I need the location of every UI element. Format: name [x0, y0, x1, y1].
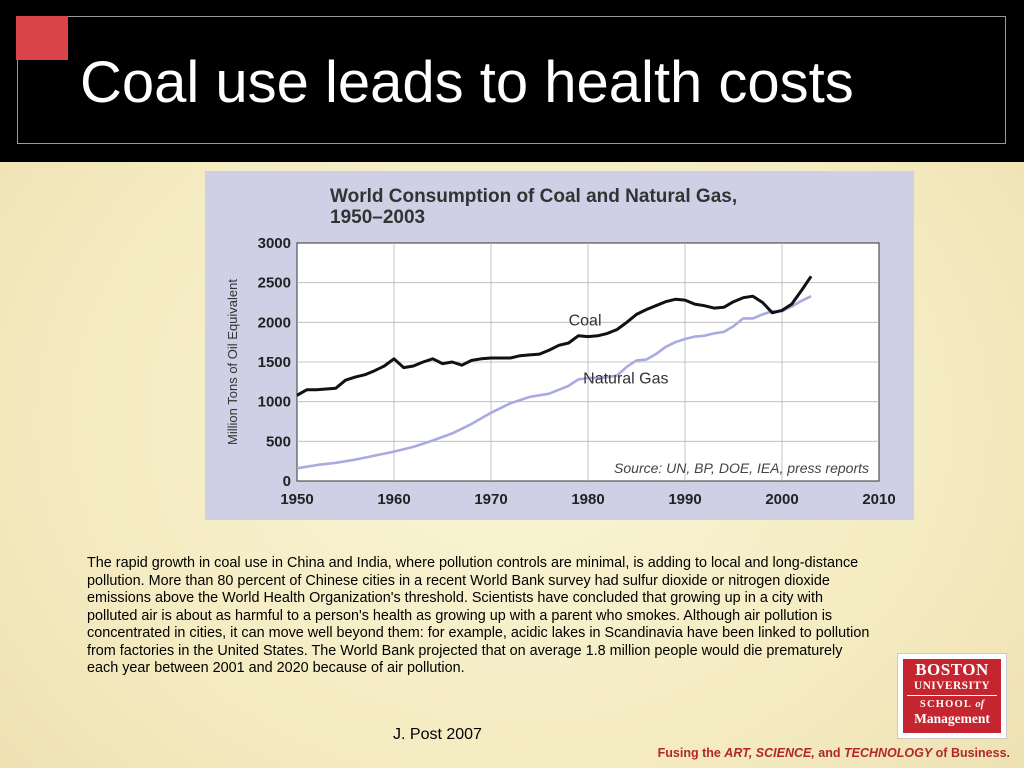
tagline: Fusing the ART, SCIENCE, and TECHNOLOGY … — [658, 746, 1010, 760]
y-tick-label: 2500 — [258, 275, 291, 292]
logo-of: of — [975, 699, 985, 710]
tagline-suffix: of Business. — [932, 746, 1010, 760]
tagline-art: ART, SCIENCE, — [724, 746, 815, 760]
y-tick-label: 3000 — [258, 235, 291, 252]
logo-badge: BOSTON UNIVERSITY SCHOOL of Management — [903, 659, 1001, 733]
logo-school-word: SCHOOL — [919, 699, 972, 710]
logo-management: Management — [914, 711, 990, 726]
accent-square — [16, 16, 68, 60]
x-tick-label: 2010 — [862, 491, 895, 508]
title-frame — [17, 16, 1006, 144]
x-tick-label: 1990 — [668, 491, 701, 508]
logo-boston: BOSTON — [915, 660, 989, 679]
logo-divider — [907, 695, 997, 696]
y-tick-label: 2000 — [258, 314, 291, 331]
x-tick-label: 2000 — [765, 491, 798, 508]
body-paragraph: The rapid growth in coal use in China an… — [87, 555, 870, 676]
series-line-natural-gas — [296, 295, 812, 470]
x-tick-label: 1950 — [280, 491, 313, 508]
tagline-mid: and — [814, 746, 844, 760]
chart-title: World Consumption of Coal and Natural Ga… — [330, 186, 737, 207]
series-line-coal — [296, 275, 813, 397]
logo-school: SCHOOL of — [903, 698, 1001, 711]
tagline-prefix: Fusing the — [657, 746, 725, 760]
source-note: Source: UN, BP, DOE, IEA, press reports — [614, 460, 869, 476]
y-axis-label: Million Tons of Oil Equivalent — [225, 279, 240, 445]
y-tick-label: 500 — [266, 433, 291, 450]
title-bar: Coal use leads to health costs — [0, 0, 1024, 162]
credit-line: J. Post 2007 — [393, 726, 482, 743]
y-tick-label: 1500 — [258, 354, 291, 371]
tagline-tech: TECHNOLOGY — [844, 746, 933, 760]
x-tick-label: 1970 — [474, 491, 507, 508]
slide-title: Coal use leads to health costs — [80, 50, 854, 115]
x-tick-label: 1960 — [377, 491, 410, 508]
series-annotation: Coal — [569, 313, 602, 330]
chart-title-years: 1950–2003 — [330, 207, 425, 228]
y-tick-label: 1000 — [258, 394, 291, 411]
chart-panel: 0 500 1000 1500 2000 2500 3000 1950 1960 1970 1980… — [205, 171, 914, 520]
logo-university: UNIVERSITY — [913, 680, 991, 692]
consumption-chart: 0 500 1000 1500 2000 2500 3000 1950 1960 1970 1980… — [225, 186, 896, 508]
x-tick-label: 1980 — [571, 491, 604, 508]
y-tick-label: 0 — [283, 473, 291, 490]
series-annotation: Natural Gas — [583, 370, 668, 387]
bu-logo: BOSTON UNIVERSITY SCHOOL of Management — [897, 653, 1007, 739]
